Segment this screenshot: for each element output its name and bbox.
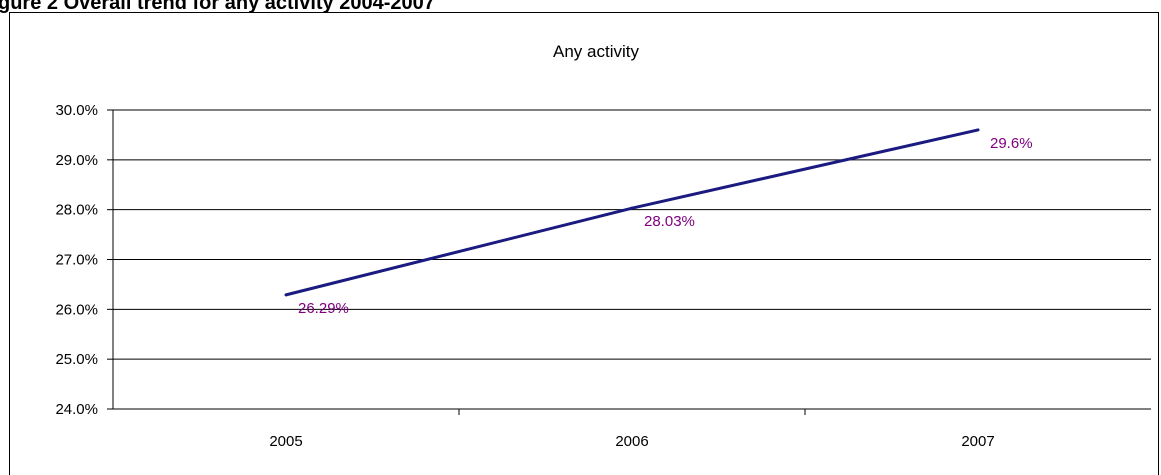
data-point xyxy=(631,207,634,210)
x-axis-ticks: 2005 2006 2007 xyxy=(269,409,994,450)
data-label: 28.03% xyxy=(644,213,695,230)
data-label: 26.29% xyxy=(298,300,349,317)
y-tick-label: 30.0% xyxy=(55,102,98,119)
data-labels: 26.29% 28.03% 29.6% xyxy=(298,135,1033,317)
x-tick-label: 2007 xyxy=(961,433,994,450)
x-tick-label: 2006 xyxy=(615,433,648,450)
gridlines xyxy=(113,110,1151,409)
y-tick-label: 25.0% xyxy=(55,351,98,368)
y-tick-label: 27.0% xyxy=(55,252,98,269)
y-tick-label: 26.0% xyxy=(55,301,98,318)
data-point xyxy=(285,293,288,296)
series-line xyxy=(286,130,978,295)
x-tick-label: 2005 xyxy=(269,433,302,450)
y-tick-label: 24.0% xyxy=(55,401,98,418)
y-tick-label: 29.0% xyxy=(55,152,98,169)
y-axis-ticks: 24.0% 25.0% 26.0% 27.0% 28.0% 29.0% 30.0% xyxy=(55,102,113,418)
data-point xyxy=(977,128,980,131)
series-group xyxy=(285,128,980,296)
y-tick-label: 28.0% xyxy=(55,202,98,219)
data-label: 29.6% xyxy=(990,135,1033,152)
chart-title: Any activity xyxy=(553,42,639,61)
